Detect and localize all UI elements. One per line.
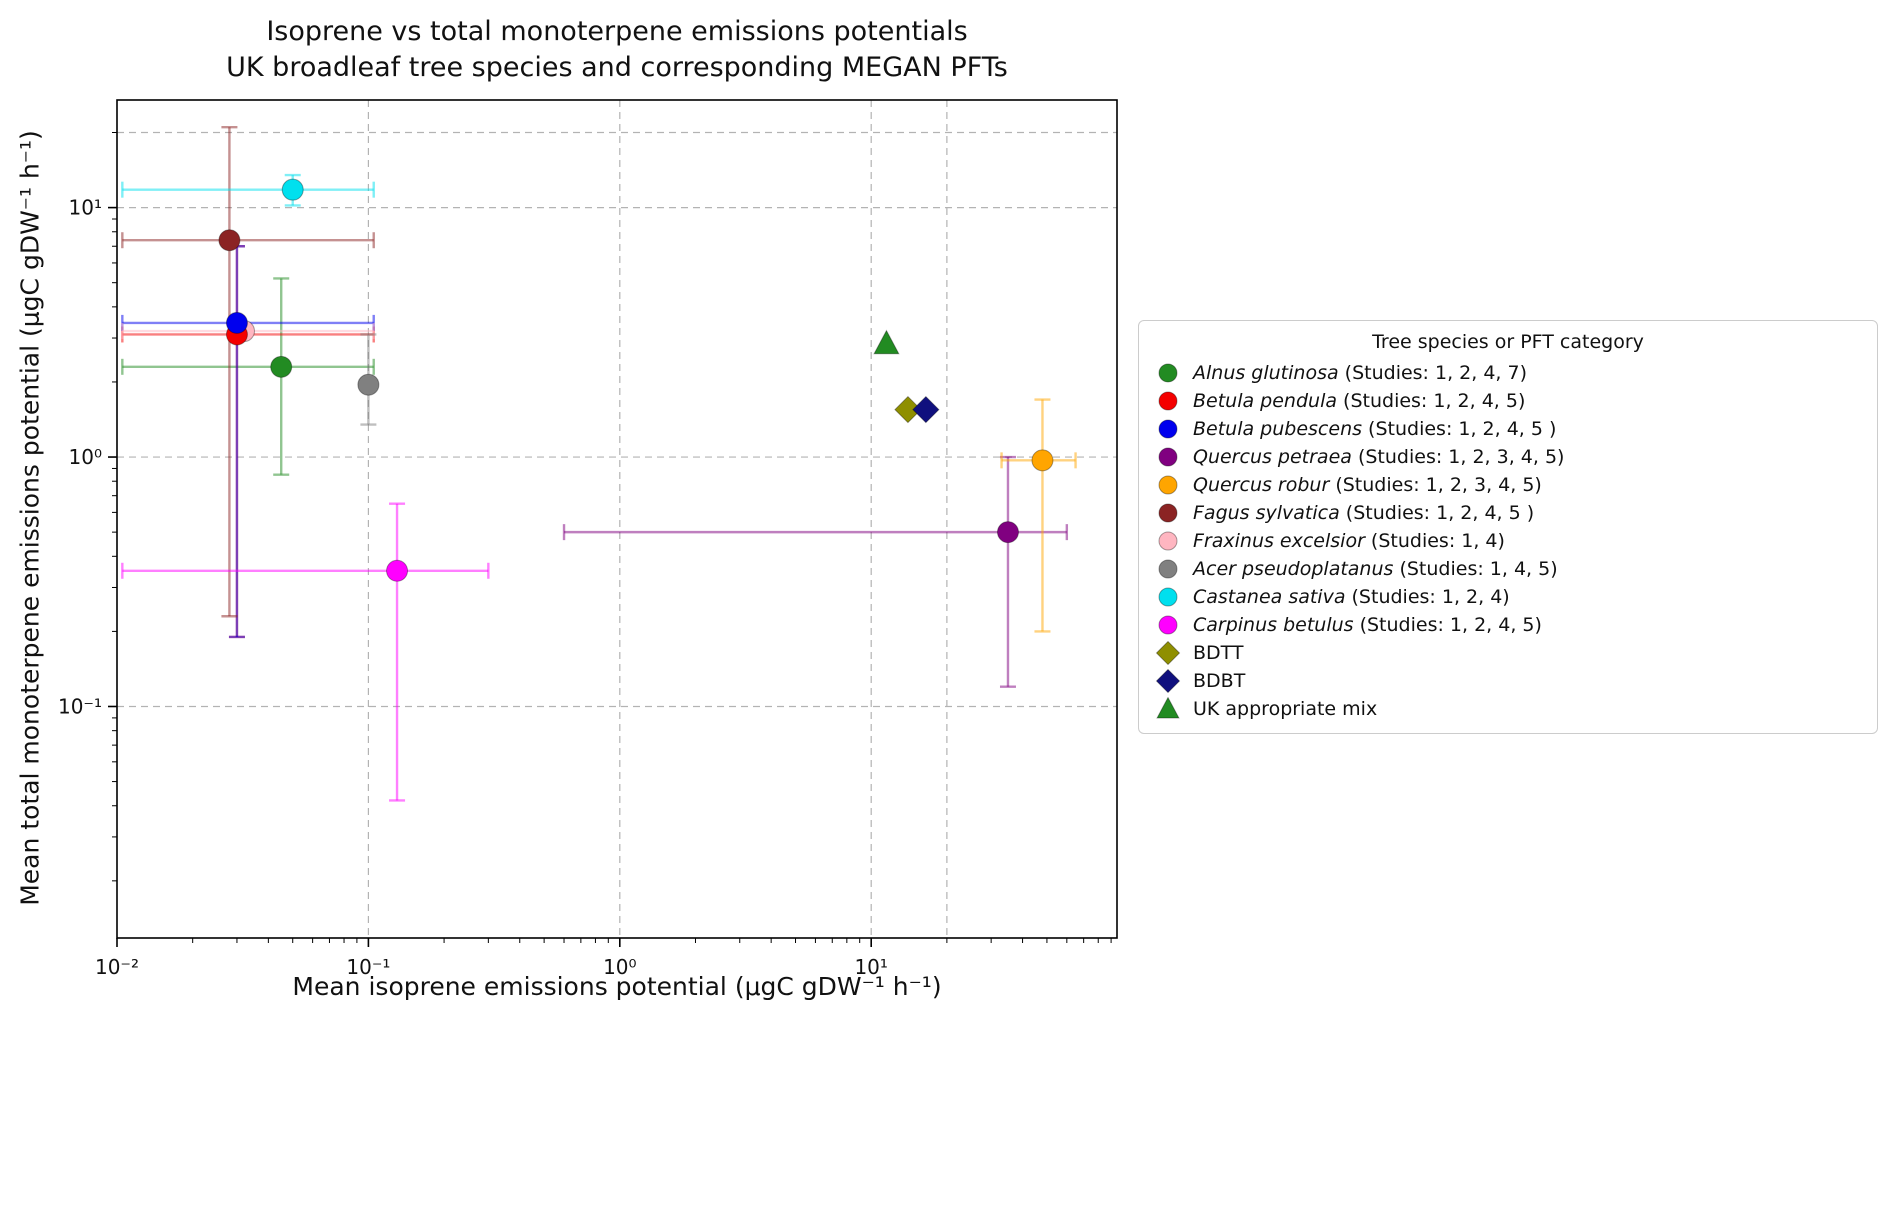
legend-item-acer-pseudoplatanus: Acer pseudoplatanus (Studies: 1, 4, 5): [1153, 555, 1863, 583]
axis-ticks: [108, 132, 1112, 947]
y-tick-label: 10¹: [69, 196, 102, 220]
legend-marker-alnus-glutinosa-icon: [1158, 363, 1178, 383]
legend-label-alnus-glutinosa: Alnus glutinosa (Studies: 1, 2, 4, 7): [1193, 362, 1528, 384]
legend-label-castanea-sativa: Castanea sativa (Studies: 1, 2, 4): [1193, 586, 1510, 608]
legend-item-fraxinus-excelsior: Fraxinus excelsior (Studies: 1, 4): [1153, 527, 1863, 555]
plot-frame: [116, 99, 1118, 939]
legend-label-uk-appropriate-mix: UK appropriate mix: [1193, 698, 1378, 720]
legend-item-castanea-sativa: Castanea sativa (Studies: 1, 2, 4): [1153, 583, 1863, 611]
marker-uk-appropriate-mix: [873, 329, 900, 355]
legend-item-bdbt: BDBT: [1153, 667, 1863, 695]
legend-marker-quercus-robur-icon: [1158, 475, 1178, 495]
x-tick-label: 10⁻¹: [346, 955, 390, 979]
marker-alnus-glutinosa: [270, 355, 293, 378]
y-tick-label: 10⁻¹: [58, 694, 102, 718]
legend-marker-bdbt-icon: [1155, 669, 1181, 693]
marker-carpinus-betulus: [386, 559, 409, 582]
legend-item-bdtt: BDTT: [1153, 639, 1863, 667]
legend-marker-acer-pseudoplatanus-icon: [1158, 559, 1178, 579]
marker-betula-pubescens: [225, 311, 248, 334]
marker-quercus-robur: [1031, 449, 1054, 472]
errorbar-fagus-sylvatica: [121, 126, 375, 618]
legend-marker-quercus-petraea-icon: [1158, 447, 1178, 467]
legend-item-betula-pubescens: Betula pubescens (Studies: 1, 2, 4, 5 ): [1153, 415, 1863, 443]
legend-title: Tree species or PFT category: [1372, 331, 1644, 353]
errorbar-carpinus-betulus: [121, 502, 490, 802]
marker-bdbt: [912, 395, 940, 424]
legend-item-carpinus-betulus: Carpinus betulus (Studies: 1, 2, 4, 5): [1153, 611, 1863, 639]
legend-label-bdtt: BDTT: [1193, 642, 1244, 664]
legend-marker-castanea-sativa-icon: [1158, 587, 1178, 607]
marker-bdtt: [894, 395, 922, 424]
errorbar-alnus-glutinosa: [121, 277, 375, 476]
marker-acer-pseudoplatanus: [357, 373, 380, 396]
legend: Tree species or PFT category Alnus gluti…: [1138, 320, 1878, 734]
legend-label-betula-pendula: Betula pendula (Studies: 1, 2, 4, 5): [1193, 390, 1526, 412]
legend-item-quercus-petraea: Quercus petraea (Studies: 1, 2, 3, 4, 5): [1153, 443, 1863, 471]
legend-label-fraxinus-excelsior: Fraxinus excelsior (Studies: 1, 4): [1193, 530, 1505, 552]
legend-item-quercus-robur: Quercus robur (Studies: 1, 2, 3, 4, 5): [1153, 471, 1863, 499]
error-bars: [121, 126, 1077, 802]
legend-marker-uk-appropriate-mix-icon: [1156, 697, 1180, 719]
marker-castanea-sativa: [281, 178, 304, 201]
legend-label-bdbt: BDBT: [1193, 670, 1246, 692]
legend-item-alnus-glutinosa: Alnus glutinosa (Studies: 1, 2, 4, 7): [1153, 359, 1863, 387]
legend-marker-betula-pendula-icon: [1158, 391, 1178, 411]
x-tick-label: 10⁻²: [95, 955, 139, 979]
legend-label-carpinus-betulus: Carpinus betulus (Studies: 1, 2, 4, 5): [1193, 614, 1542, 636]
chart-title: Isoprene vs total monoterpene emissions …: [117, 14, 1117, 87]
errorbar-quercus-robur: [1000, 398, 1077, 633]
x-axis-label: Mean isoprene emissions potential (μgC g…: [292, 972, 942, 1001]
y-tick-label: 10⁰: [69, 445, 102, 469]
legend-item-betula-pendula: Betula pendula (Studies: 1, 2, 4, 5): [1153, 387, 1863, 415]
errorbar-betula-pubescens: [121, 245, 375, 639]
legend-item-uk-appropriate-mix: UK appropriate mix: [1153, 695, 1863, 723]
markers: [218, 178, 1054, 582]
gridlines: [117, 100, 1117, 938]
legend-marker-betula-pubescens-icon: [1158, 419, 1178, 439]
x-tick-label: 10¹: [854, 955, 887, 979]
errorbar-betula-pendula: [121, 245, 375, 639]
chart-title-line1: Isoprene vs total monoterpene emissions …: [266, 16, 968, 47]
legend-item-fagus-sylvatica: Fagus sylvatica (Studies: 1, 2, 4, 5 ): [1153, 499, 1863, 527]
marker-quercus-petraea: [996, 521, 1019, 544]
legend-items: Alnus glutinosa (Studies: 1, 2, 4, 7) Bet…: [1153, 359, 1863, 723]
legend-label-quercus-petraea: Quercus petraea (Studies: 1, 2, 3, 4, 5): [1193, 446, 1565, 468]
legend-marker-carpinus-betulus-icon: [1158, 615, 1178, 635]
chart-title-line2: UK broadleaf tree species and correspond…: [226, 52, 1008, 84]
legend-label-acer-pseudoplatanus: Acer pseudoplatanus (Studies: 1, 4, 5): [1193, 558, 1558, 580]
x-tick-label: 10⁰: [603, 955, 636, 979]
y-axis-label: Mean total monoterpene emissions potenti…: [15, 130, 45, 906]
legend-marker-fagus-sylvatica-icon: [1158, 503, 1178, 523]
legend-label-fagus-sylvatica: Fagus sylvatica (Studies: 1, 2, 4, 5 ): [1193, 502, 1535, 524]
errorbar-castanea-sativa: [121, 173, 375, 207]
marker-fagus-sylvatica: [218, 229, 241, 252]
legend-marker-fraxinus-excelsior-icon: [1158, 531, 1178, 551]
legend-marker-bdtt-icon: [1155, 641, 1181, 665]
legend-label-betula-pubescens: Betula pubescens (Studies: 1, 2, 4, 5 ): [1193, 418, 1557, 440]
tick-labels: 10⁻² 10⁻¹ 10⁰ 10¹ 10⁻¹ 10⁰ 10¹: [58, 196, 888, 979]
errorbar-quercus-petraea: [562, 455, 1069, 688]
legend-label-quercus-robur: Quercus robur (Studies: 1, 2, 3, 4, 5): [1193, 474, 1542, 496]
